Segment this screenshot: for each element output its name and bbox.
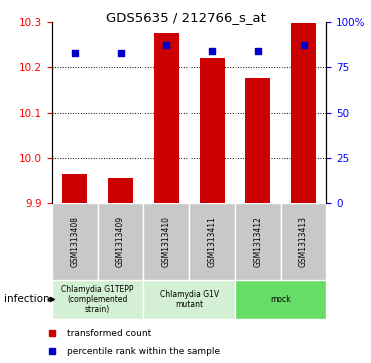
Bar bbox=[62, 174, 88, 203]
Bar bbox=[52, 203, 98, 280]
Text: mock: mock bbox=[270, 295, 291, 304]
Bar bbox=[281, 203, 326, 280]
Bar bbox=[189, 203, 235, 280]
Text: Chlamydia G1V
mutant: Chlamydia G1V mutant bbox=[160, 290, 219, 309]
Text: GSM1313408: GSM1313408 bbox=[70, 216, 79, 267]
Text: transformed count: transformed count bbox=[67, 329, 151, 338]
Bar bbox=[52, 280, 144, 319]
Bar bbox=[235, 280, 326, 319]
Text: Chlamydia G1TEPP
(complemented
strain): Chlamydia G1TEPP (complemented strain) bbox=[62, 285, 134, 314]
Text: infection: infection bbox=[4, 294, 49, 305]
Point bbox=[209, 48, 215, 54]
Bar bbox=[144, 280, 235, 319]
Text: GSM1313413: GSM1313413 bbox=[299, 216, 308, 267]
Bar bbox=[98, 203, 144, 280]
Bar bbox=[154, 33, 179, 203]
Bar bbox=[235, 203, 281, 280]
Text: percentile rank within the sample: percentile rank within the sample bbox=[67, 347, 220, 356]
Point bbox=[301, 42, 306, 48]
Text: GSM1313409: GSM1313409 bbox=[116, 216, 125, 267]
Text: GDS5635 / 212766_s_at: GDS5635 / 212766_s_at bbox=[106, 11, 265, 24]
Bar bbox=[200, 58, 225, 203]
Point bbox=[118, 50, 124, 56]
Text: GSM1313410: GSM1313410 bbox=[162, 216, 171, 267]
Point bbox=[163, 42, 169, 48]
Point bbox=[255, 48, 261, 54]
Text: GSM1313411: GSM1313411 bbox=[208, 216, 217, 267]
Bar bbox=[144, 203, 189, 280]
Text: GSM1313412: GSM1313412 bbox=[253, 216, 262, 267]
Bar bbox=[291, 23, 316, 203]
Bar bbox=[245, 78, 270, 203]
Point bbox=[72, 50, 78, 56]
Bar bbox=[108, 178, 133, 203]
